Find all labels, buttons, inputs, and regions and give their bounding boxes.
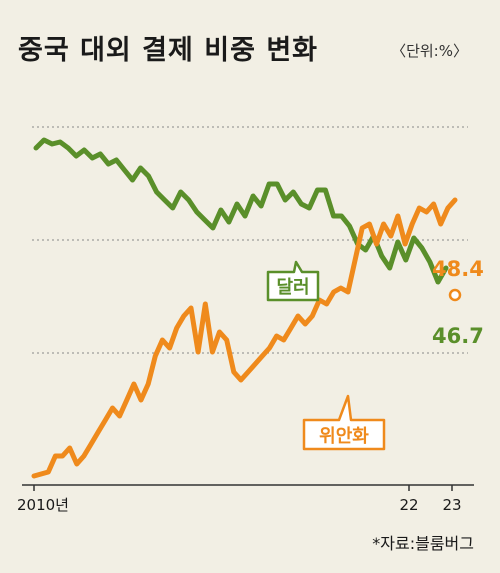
yuan-end-value-label: 48.4: [432, 257, 484, 281]
yuan-end-marker: [448, 288, 462, 302]
x-tick-label-23: 23: [442, 496, 461, 514]
yuan-callout-label: 위안화: [319, 426, 369, 447]
series-line-dollar: [33, 137, 449, 285]
dollar-callout-box: [266, 260, 320, 302]
chart-title: 중국 대외 결제 비중 변화: [18, 35, 318, 66]
yuan-callout: 위안화: [302, 394, 386, 451]
unit-label: 〈단위:%〉: [391, 42, 468, 60]
dollar-end-value-label: 46.7: [432, 324, 484, 348]
yuan-callout-box: [302, 394, 386, 451]
dollar-callout: 달러: [266, 260, 320, 302]
dollar-callout-label: 달러: [276, 277, 309, 298]
source-note: *자료:블룸버그: [372, 534, 474, 553]
series-line-yuan: [31, 197, 458, 479]
x-tick-label-22: 22: [399, 496, 418, 514]
x-tick-label-2010: 2010년: [17, 496, 69, 514]
